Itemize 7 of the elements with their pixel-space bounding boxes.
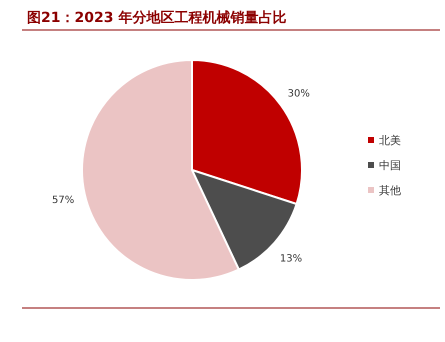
legend-label: 其他 [379,184,401,197]
data-label: 30% [288,88,310,100]
legend-label: 北美 [379,134,401,147]
data-label: 57% [52,194,74,206]
data-label: 13% [280,253,302,264]
legend-label: 中国 [379,159,401,172]
chart-title: 图21：2023 年分地区工程机械销量占比 [27,10,286,26]
